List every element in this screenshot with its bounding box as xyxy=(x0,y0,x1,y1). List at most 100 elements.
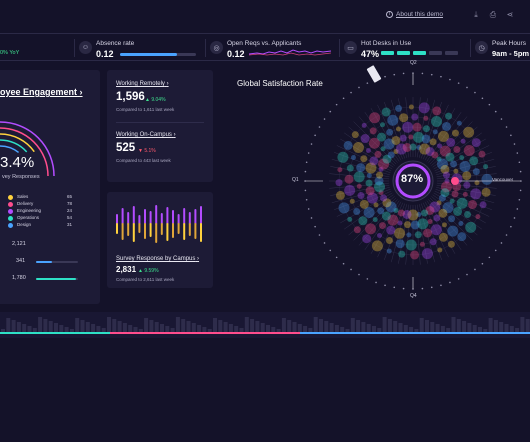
satisfaction-dot xyxy=(416,145,422,151)
satisfaction-dot xyxy=(360,155,368,163)
satisfaction-dot xyxy=(432,106,442,116)
satisfaction-dot xyxy=(369,127,377,135)
timeline-bar xyxy=(308,328,313,334)
satisfaction-dot xyxy=(369,112,381,124)
kpi-peak-hours[interactable]: ◷ Peak Hours 9am - 5pm xyxy=(470,34,530,62)
count-label: 1,780 xyxy=(12,275,26,281)
outer-tick xyxy=(481,262,484,265)
ring-sales xyxy=(0,133,43,177)
satisfaction-dot xyxy=(378,158,390,170)
kpi-value: 47% xyxy=(361,49,380,59)
kpi-label: Hot Desks in Use xyxy=(361,40,412,47)
satisfaction-dot xyxy=(335,190,345,200)
timeline-bar xyxy=(69,329,74,334)
timeline-bar xyxy=(303,326,308,334)
legend-row[interactable]: Sales 65 xyxy=(8,194,72,201)
timeline-bar xyxy=(313,317,318,334)
timeline-bar xyxy=(440,326,445,334)
satisfaction-dot xyxy=(337,151,349,163)
kpi-open-reqs[interactable]: ◎ Open Reqs vs. Applicants 0.12 xyxy=(205,34,335,62)
timeline-bar xyxy=(149,320,154,334)
print-icon[interactable]: ⎙ xyxy=(489,10,497,19)
satisfaction-dot xyxy=(353,207,361,215)
kpi-absence-rate[interactable]: ☺ Absence rate 0.12 xyxy=(74,34,204,62)
download-icon[interactable]: ⤓ xyxy=(474,10,478,19)
timeline-bar xyxy=(213,318,217,334)
outer-tick xyxy=(421,287,424,290)
count-bar-fill xyxy=(36,278,76,280)
timeline-bar xyxy=(207,329,212,334)
satisfaction-dot xyxy=(378,166,384,172)
satisfaction-dot xyxy=(423,115,429,121)
satisfaction-dot xyxy=(399,134,407,142)
chevron-right-icon: › xyxy=(197,256,200,262)
satisfaction-dot xyxy=(409,143,417,151)
desk-segment xyxy=(381,51,394,55)
satisfaction-dot xyxy=(373,202,379,208)
global-satisfaction-radial xyxy=(304,65,522,290)
about-demo-link[interactable]: i About this demo xyxy=(386,11,443,18)
legend-row[interactable]: Design 31 xyxy=(8,222,72,229)
quarter-label-q4: Q4 xyxy=(410,293,417,299)
outer-tick xyxy=(513,143,516,145)
timeline-bar xyxy=(430,322,435,334)
satisfaction-dot xyxy=(374,150,382,158)
engagement-title[interactable]: oyee Engagement › xyxy=(0,87,83,97)
working-oncampus-link[interactable]: Working On-Campus › xyxy=(116,132,176,138)
kpi-hot-desks[interactable]: ▭ Hot Desks in Use 47% xyxy=(339,34,469,62)
satisfaction-dot xyxy=(410,250,420,260)
timeline-bar xyxy=(239,328,244,334)
satisfaction-dot xyxy=(376,171,384,179)
timeline-bar xyxy=(202,327,207,334)
outer-tick xyxy=(358,273,360,276)
satisfaction-dot xyxy=(445,112,453,120)
kpi-label: Peak Hours xyxy=(492,40,526,47)
legend-value: 54 xyxy=(66,215,72,220)
satisfaction-dot xyxy=(402,121,414,133)
legend-row[interactable]: Operations 54 xyxy=(8,215,72,222)
legend-row[interactable]: Engineering 24 xyxy=(8,208,72,215)
satisfaction-dot xyxy=(447,240,455,248)
legend-value: 31 xyxy=(66,222,72,227)
satisfaction-dot xyxy=(422,125,430,133)
working-oncampus-value: 525 xyxy=(116,142,136,154)
count-bar-fill xyxy=(36,261,52,263)
satisfaction-dot xyxy=(442,171,450,179)
survey-campus-compare: Compared to 2,611 last week xyxy=(116,277,175,282)
timeline-bar xyxy=(48,321,53,334)
satisfaction-dot xyxy=(346,164,354,172)
desk-segment xyxy=(429,51,442,55)
satisfaction-dot xyxy=(478,150,486,158)
share-icon[interactable]: ⋖ xyxy=(506,10,514,19)
satisfaction-dot xyxy=(386,248,392,254)
survey-campus-link[interactable]: Survey Response by Campus › xyxy=(116,256,199,262)
satisfaction-dot xyxy=(413,131,425,143)
timeline-bar xyxy=(287,320,292,334)
satisfaction-dot xyxy=(353,171,365,183)
satisfaction-dot xyxy=(460,138,466,144)
satisfaction-dot xyxy=(380,146,386,152)
legend-row[interactable]: Delivery 78 xyxy=(8,201,72,208)
selected-marker xyxy=(451,177,459,185)
timeline-bar xyxy=(107,317,111,334)
timeline-bar xyxy=(38,317,43,334)
satisfaction-dot xyxy=(402,209,412,219)
timeline-bar xyxy=(329,323,334,334)
timeline-bar xyxy=(499,322,504,334)
working-remotely-compare: Compared to 1,611 last week xyxy=(116,107,175,112)
satisfaction-dot xyxy=(365,179,373,187)
timeline-bar xyxy=(372,326,376,334)
timeline-bar xyxy=(319,319,323,334)
satisfaction-dot xyxy=(440,181,452,193)
satisfaction-dot xyxy=(363,206,375,218)
satisfaction-dot xyxy=(423,228,433,238)
satisfaction-dot xyxy=(395,143,407,155)
satisfaction-dot xyxy=(379,222,387,230)
working-remotely-link[interactable]: Working Remotely › xyxy=(116,81,169,87)
timeline-chart[interactable] xyxy=(0,312,530,338)
legend-value: 24 xyxy=(66,208,72,213)
outer-tick xyxy=(488,103,491,106)
satisfaction-dot xyxy=(412,122,422,132)
satisfaction-dot xyxy=(436,156,442,162)
satisfaction-dot xyxy=(421,209,429,217)
